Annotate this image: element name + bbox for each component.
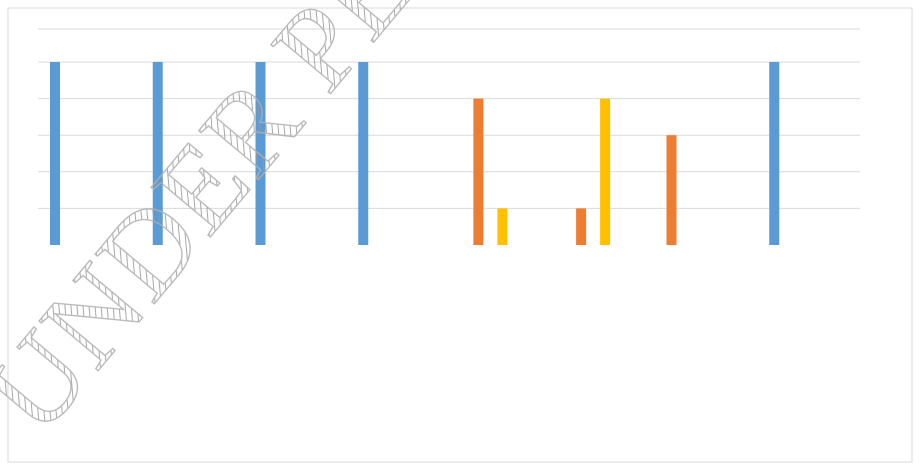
bar-series-1-category-4: [358, 62, 369, 245]
bar-series-1-category-1: [50, 62, 60, 245]
gridlines: [38, 28, 860, 209]
bars: [50, 62, 780, 245]
bar-series-1-category-3: [255, 62, 266, 245]
watermark: UNDER PEER REVIEW: [0, 0, 862, 457]
bar-series-2-category-7: [666, 135, 677, 245]
bar-series-3-category-5: [497, 208, 508, 245]
bar-series-1-category-2: [152, 62, 163, 245]
bar-series-3-category-6: [600, 98, 611, 245]
chart-border: [7, 7, 913, 463]
bar-series-2-category-6: [576, 208, 587, 245]
bar-series-2-category-5: [473, 98, 484, 245]
bar-series-1-category-8: [769, 62, 780, 245]
watermark-text: UNDER PEER REVIEW: [0, 0, 862, 457]
